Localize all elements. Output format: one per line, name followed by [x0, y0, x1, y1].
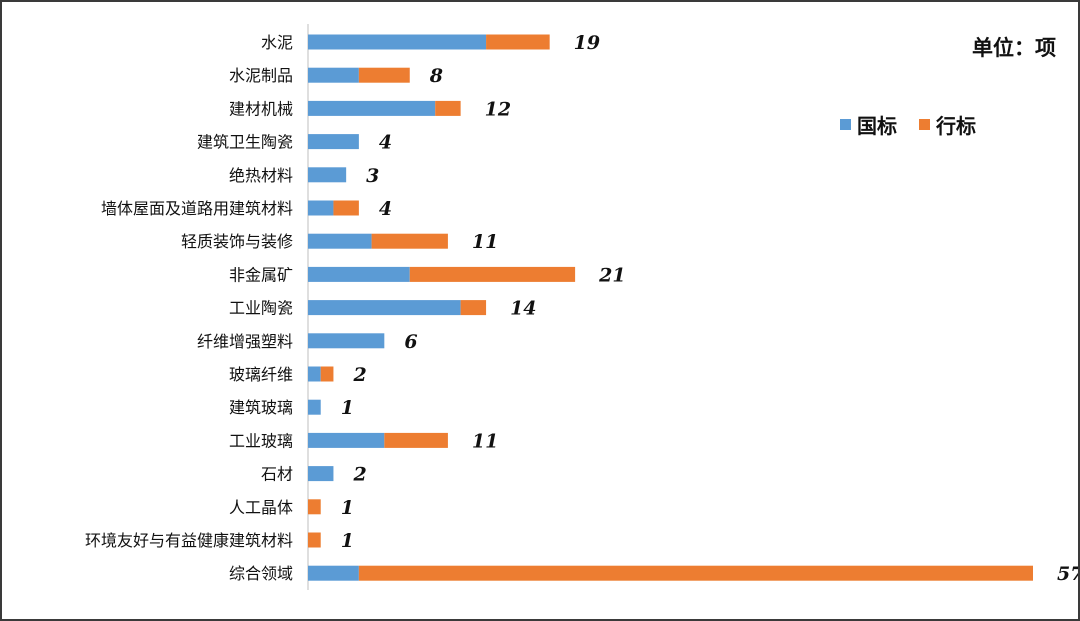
bar-hangbiao [308, 532, 321, 548]
category-label: 水泥制品 [229, 66, 293, 85]
legend-item-guobiao: 国标 [840, 110, 897, 139]
legend-label-guobiao: 国标 [857, 114, 897, 138]
bar-guobiao [308, 565, 359, 581]
bar-hangbiao [371, 233, 448, 249]
total-data-label: 21 [598, 264, 625, 286]
legend-swatch-hangbiao [919, 119, 930, 130]
category-label: 建筑卫生陶瓷 [197, 133, 293, 152]
bar-hangbiao [409, 266, 576, 282]
category-label: 石材 [261, 465, 293, 484]
category-label: 综合领域 [229, 564, 293, 583]
bar-guobiao [308, 366, 321, 382]
bar-hangbiao [384, 432, 448, 448]
category-label: 墙体屋面及道路用建筑材料 [101, 199, 293, 218]
bar-guobiao [308, 333, 385, 349]
legend-item-hangbiao: 行标 [919, 110, 976, 139]
category-label: 建材机械 [229, 99, 293, 118]
category-label: 水泥 [261, 33, 293, 52]
category-label: 建筑玻璃 [229, 398, 293, 417]
bar-hangbiao [320, 366, 334, 382]
total-data-label: 2 [352, 464, 366, 486]
bar-guobiao [308, 300, 461, 316]
bar-hangbiao [358, 67, 410, 83]
category-label: 绝热材料 [229, 166, 293, 185]
legend-label-hangbiao: 行标 [936, 114, 976, 138]
total-data-label: 11 [472, 231, 498, 253]
total-data-label: 19 [574, 32, 600, 54]
unit-label: 单位：项 [972, 36, 1056, 60]
category-label: 轻质装饰与装修 [181, 232, 293, 251]
bar-guobiao [308, 200, 334, 216]
total-data-label: 4 [379, 132, 392, 154]
category-label: 环境友好与有益健康建筑材料 [85, 531, 293, 550]
bar-guobiao [308, 266, 410, 282]
total-data-label: 11 [472, 430, 498, 452]
total-data-label: 2 [352, 364, 366, 386]
bar-guobiao [308, 34, 487, 50]
bar-hangbiao [435, 100, 461, 116]
bar-hangbiao [460, 300, 487, 316]
category-label: 纤维增强塑料 [197, 332, 293, 351]
total-data-label: 6 [404, 331, 417, 353]
category-label: 工业玻璃 [229, 431, 293, 450]
total-data-label: 1 [341, 530, 354, 552]
bar-hangbiao [308, 499, 321, 515]
legend: 国标 行标 [840, 110, 976, 139]
category-label: 玻璃纤维 [229, 365, 293, 384]
total-data-label: 1 [341, 397, 354, 419]
bar-guobiao [308, 399, 321, 415]
bar-guobiao [308, 100, 436, 116]
bar-hangbiao [333, 200, 359, 216]
bar-guobiao [308, 466, 334, 482]
total-data-label: 57 [1057, 563, 1078, 585]
category-label: 工业陶瓷 [229, 299, 293, 318]
bar-guobiao [308, 432, 385, 448]
bar-guobiao [308, 233, 372, 249]
total-data-label: 12 [485, 98, 511, 120]
total-data-label: 1 [341, 497, 354, 519]
total-data-label: 8 [429, 65, 443, 87]
total-data-label: 3 [366, 165, 379, 187]
bar-guobiao [308, 134, 359, 150]
bar-guobiao [308, 167, 347, 183]
legend-swatch-guobiao [840, 119, 851, 130]
bar-hangbiao [358, 565, 1033, 581]
bar-hangbiao [486, 34, 550, 50]
total-data-label: 4 [379, 198, 392, 220]
total-data-label: 14 [510, 298, 536, 320]
category-label: 非金属矿 [229, 265, 293, 284]
bar-guobiao [308, 67, 359, 83]
category-label: 人工晶体 [229, 498, 293, 517]
